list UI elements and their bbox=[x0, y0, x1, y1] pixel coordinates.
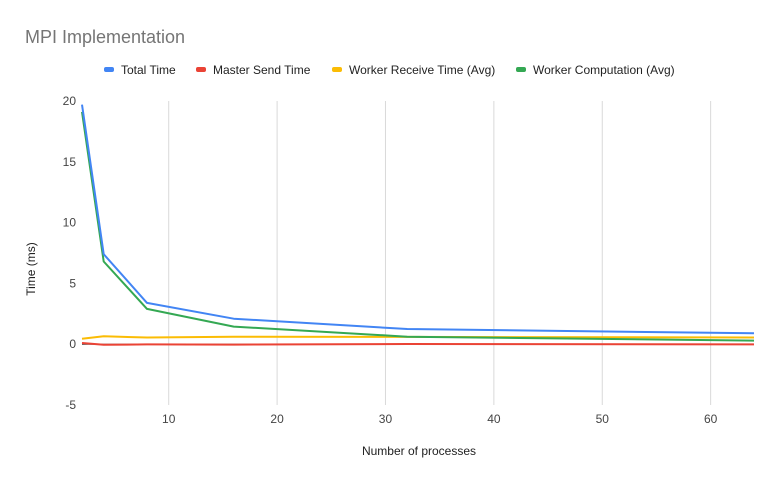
y-tick-label: 10 bbox=[63, 216, 77, 230]
series-line-total-time bbox=[81, 104, 755, 335]
legend: Total Time Master Send Time Worker Receive… bbox=[104, 63, 675, 77]
legend-swatch bbox=[516, 67, 526, 72]
y-axis-ticks: -5 0 5 10 15 20 bbox=[63, 94, 77, 412]
x-tick-label: 40 bbox=[487, 412, 501, 426]
y-tick-label: 5 bbox=[69, 276, 76, 290]
series-line-worker-computation-avg bbox=[81, 111, 755, 342]
legend-label: Worker Computation (Avg) bbox=[533, 63, 675, 77]
x-axis-ticks: 10 20 30 40 50 60 bbox=[162, 412, 718, 426]
x-axis-label: Number of processes bbox=[362, 444, 476, 458]
chart-title: MPI Implementation bbox=[25, 27, 185, 47]
legend-swatch bbox=[196, 67, 206, 72]
y-tick-label: 15 bbox=[63, 155, 77, 169]
y-tick-label: 20 bbox=[63, 94, 77, 108]
legend-label: Total Time bbox=[121, 63, 176, 77]
x-tick-label: 60 bbox=[704, 412, 718, 426]
x-tick-label: 10 bbox=[162, 412, 176, 426]
legend-swatch bbox=[332, 67, 342, 72]
y-tick-label: 0 bbox=[69, 337, 76, 351]
x-tick-label: 30 bbox=[379, 412, 393, 426]
y-tick-label: -5 bbox=[65, 398, 76, 412]
x-tick-label: 50 bbox=[596, 412, 610, 426]
legend-label: Worker Receive Time (Avg) bbox=[349, 63, 495, 77]
legend-swatch bbox=[104, 67, 114, 72]
legend-label: Master Send Time bbox=[213, 63, 311, 77]
plot-lines bbox=[81, 104, 755, 346]
x-tick-label: 20 bbox=[270, 412, 284, 426]
series-line-master-send-time bbox=[81, 342, 755, 346]
grid bbox=[82, 101, 754, 405]
y-axis-label: Time (ms) bbox=[24, 242, 38, 296]
